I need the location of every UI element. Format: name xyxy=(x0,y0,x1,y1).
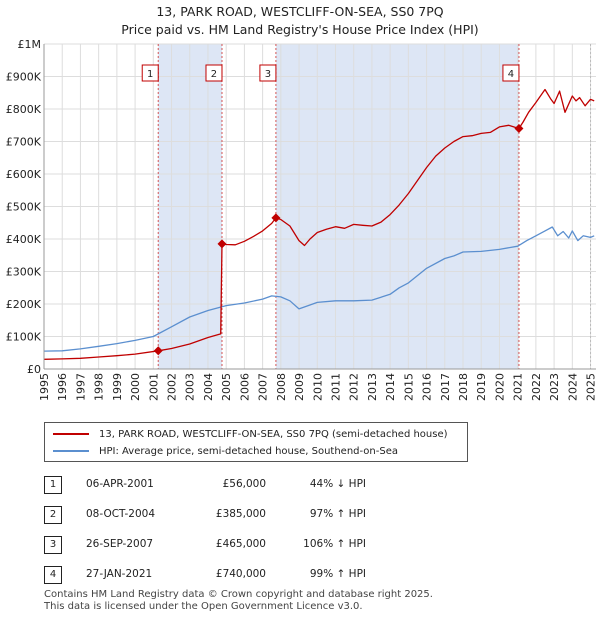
sale-hpi-change: 99% ↑ HPI xyxy=(309,568,366,580)
sale-price: £56,000 xyxy=(222,478,266,490)
property-price-line xyxy=(43,88,595,360)
footer-copyright: Contains HM Land Registry data © Crown c… xyxy=(44,589,433,600)
sale-hpi-change: 106% ↑ HPI xyxy=(303,538,366,550)
legend-item-hpi: HPI: Average price, semi-detached house,… xyxy=(53,443,398,459)
x-tick-label: 2023 xyxy=(548,373,561,401)
chart-legend: 13, PARK ROAD, WESTCLIFF-ON-SEA, SS0 7PQ… xyxy=(44,422,468,462)
x-tick-label: 2000 xyxy=(129,373,142,401)
x-tick-label: 2021 xyxy=(512,373,525,401)
x-tick-label: 2018 xyxy=(457,373,470,401)
sale-date: 06-APR-2001 xyxy=(86,478,154,490)
x-tick-label: 2016 xyxy=(421,373,434,401)
legend-swatch-property xyxy=(53,433,89,435)
y-tick-label: £100K xyxy=(6,331,42,344)
sale-label-box xyxy=(259,64,277,82)
y-tick-label: £500K xyxy=(6,201,42,214)
x-tick-label: 2015 xyxy=(402,373,415,401)
footer-licence: This data is licensed under the Open Gov… xyxy=(44,601,363,612)
y-tick-label: £700K xyxy=(6,136,42,149)
x-tick-label: 2003 xyxy=(184,373,197,401)
sale-row: 3 26-SEP-2007 £465,000 106% ↑ HPI xyxy=(44,536,404,556)
sale-label-number: 1 xyxy=(147,69,153,80)
x-tick-label: 2024 xyxy=(566,373,579,401)
sale-hpi-change: 97% ↑ HPI xyxy=(309,508,366,520)
sale-label-number: 2 xyxy=(211,69,217,80)
sale-label-box xyxy=(205,64,223,82)
y-tick-label: £0 xyxy=(27,363,41,376)
legend-label-hpi: HPI: Average price, semi-detached house,… xyxy=(99,445,398,457)
price-chart: 1 2 3 4 £0 £100K £200K £300K £400K £500K £600K £70… xyxy=(6,38,598,401)
sale-price: £740,000 xyxy=(215,568,266,580)
sale-hpi-change: 44% ↓ HPI xyxy=(309,478,366,490)
x-tick-label: 2007 xyxy=(257,373,270,401)
sale-point-marker xyxy=(514,124,524,133)
sale-row: 4 27-JAN-2021 £740,000 99% ↑ HPI xyxy=(44,566,404,586)
x-tick-label: 2002 xyxy=(166,373,179,401)
sale-date: 26-SEP-2007 xyxy=(86,538,154,550)
sale-date: 27-JAN-2021 xyxy=(86,568,153,580)
sale-number-badge: 2 xyxy=(44,506,62,524)
sale-number-badge: 1 xyxy=(44,476,62,494)
x-tick-label: 2009 xyxy=(293,373,306,401)
chart-title-address: 13, PARK ROAD, WESTCLIFF-ON-SEA, SS0 7PQ xyxy=(156,4,444,19)
sale-number-badge: 4 xyxy=(44,566,62,584)
x-tick-label: 1998 xyxy=(93,373,106,401)
sale-row: 2 08-OCT-2004 £385,000 97% ↑ HPI xyxy=(44,506,404,526)
x-tick-label: 2006 xyxy=(238,373,251,401)
y-tick-label: £300K xyxy=(6,266,42,279)
x-tick-label: 1995 xyxy=(38,373,51,401)
x-tick-label: 2004 xyxy=(202,373,215,401)
sale-point-marker xyxy=(153,346,163,356)
hpi-line xyxy=(43,226,595,352)
x-tick-label: 2001 xyxy=(147,373,160,401)
y-tick-label: £200K xyxy=(6,298,42,311)
x-tick-label: 1999 xyxy=(111,373,124,401)
x-tick-label: 2025 xyxy=(585,373,598,401)
sale-price: £465,000 xyxy=(215,538,266,550)
y-tick-label: £900K xyxy=(6,71,42,84)
x-tick-label: 2020 xyxy=(493,373,506,401)
sale-label-number: 4 xyxy=(508,69,514,80)
x-tick-label: 2012 xyxy=(348,373,361,401)
sale-price: £385,000 xyxy=(215,508,266,520)
x-tick-label: 2019 xyxy=(475,373,488,401)
x-tick-label: 2022 xyxy=(530,373,543,401)
legend-label-property: 13, PARK ROAD, WESTCLIFF-ON-SEA, SS0 7PQ… xyxy=(99,428,448,440)
sale-label-number: 3 xyxy=(265,69,271,80)
y-tick-label: £800K xyxy=(6,103,42,116)
sale-label-box xyxy=(502,64,520,82)
x-tick-label: 2010 xyxy=(311,373,324,401)
sale-row: 1 06-APR-2001 £56,000 44% ↓ HPI xyxy=(44,476,404,496)
sale-number-badge: 3 xyxy=(44,536,62,554)
chart-title-subtitle: Price paid vs. HM Land Registry's House … xyxy=(121,22,479,37)
x-tick-label: 1996 xyxy=(56,373,69,401)
x-tick-label: 2017 xyxy=(439,373,452,401)
legend-item-property: 13, PARK ROAD, WESTCLIFF-ON-SEA, SS0 7PQ… xyxy=(53,426,448,442)
x-tick-label: 1997 xyxy=(74,373,87,401)
x-tick-label: 2011 xyxy=(329,373,342,401)
y-tick-label: £1M xyxy=(18,38,42,51)
sale-label-box xyxy=(141,64,159,82)
y-tick-label: £400K xyxy=(6,233,42,246)
sale-date: 08-OCT-2004 xyxy=(86,508,155,520)
y-tick-label: £600K xyxy=(6,168,42,181)
legend-swatch-hpi xyxy=(53,450,89,452)
x-tick-label: 2013 xyxy=(366,373,379,401)
x-tick-label: 2005 xyxy=(220,373,233,401)
x-tick-label: 2014 xyxy=(384,373,397,401)
sale-point-marker xyxy=(271,213,281,223)
x-tick-label: 2008 xyxy=(275,373,288,401)
sale-point-marker xyxy=(217,239,227,249)
